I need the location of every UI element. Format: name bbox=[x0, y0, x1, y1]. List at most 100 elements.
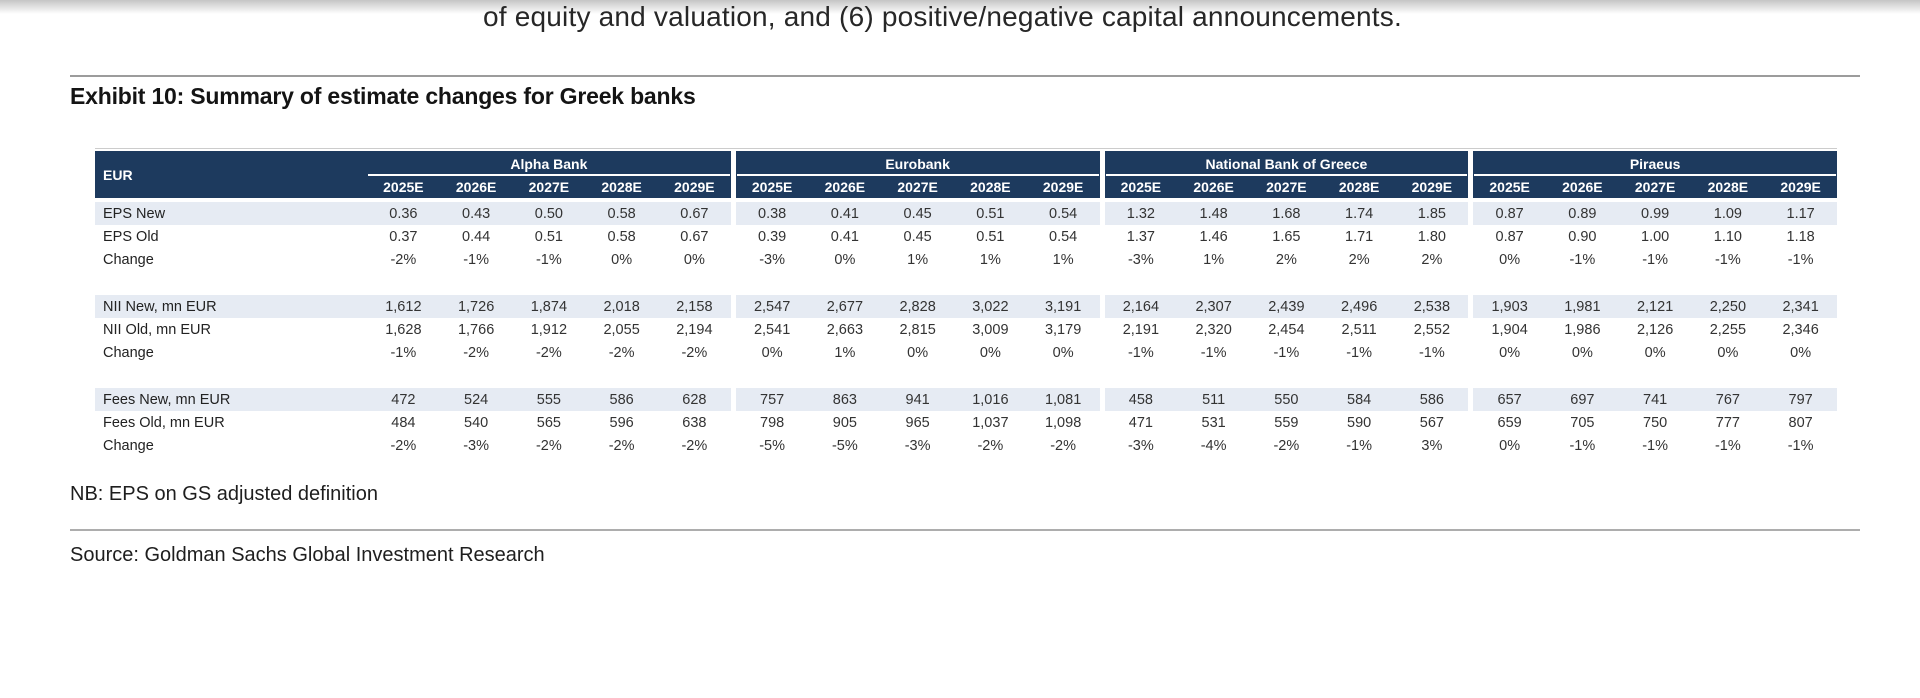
value-cell: -1% bbox=[1642, 437, 1669, 454]
row-label: Change bbox=[103, 251, 154, 268]
value-cell: 472 bbox=[391, 391, 416, 408]
value-cell: 2,547 bbox=[753, 298, 791, 315]
value-cell: 1,726 bbox=[457, 298, 495, 315]
bank-group-cells: 0.38 0.41 0.45 0.51 0.54 bbox=[735, 202, 1100, 225]
row-label: NII Old, mn EUR bbox=[103, 321, 211, 338]
value-cell: 2,126 bbox=[1636, 321, 1674, 338]
year-header-cell: 2027E bbox=[897, 179, 938, 195]
value-cell: 0.51 bbox=[976, 228, 1005, 245]
bank-group-cells: 484 540 565 596 638 bbox=[367, 411, 731, 434]
value-cell: 0.43 bbox=[462, 205, 491, 222]
value-cell: -1% bbox=[1569, 251, 1596, 268]
value-cell: 863 bbox=[832, 391, 857, 408]
year-header-cell: 2027E bbox=[1266, 179, 1307, 195]
page-top-shadow bbox=[0, 0, 1920, 14]
value-cell: 3,022 bbox=[972, 298, 1009, 315]
value-cell: -2% bbox=[390, 251, 417, 268]
year-header-cell: 2026E bbox=[455, 179, 497, 195]
value-cell: 0% bbox=[1499, 437, 1521, 454]
value-cell: 3,009 bbox=[972, 321, 1009, 338]
value-cell: 584 bbox=[1347, 391, 1372, 408]
table-row: Fees New, mn EUR 472 524 555 586 628 757 863 941… bbox=[95, 388, 1837, 411]
value-cell: -2% bbox=[681, 437, 708, 454]
year-header-cell: 2028E bbox=[1338, 179, 1380, 195]
value-cell: 555 bbox=[536, 391, 561, 408]
bank-group-cells: -2% -1% -1% 0% 0% bbox=[367, 248, 731, 271]
value-cell: 2,158 bbox=[676, 298, 713, 315]
year-header-cell: 2025E bbox=[1120, 179, 1162, 195]
value-cell: 2,677 bbox=[826, 298, 864, 315]
table-row: EPS New 0.36 0.43 0.50 0.58 0.67 0.38 0.41 0.45 0… bbox=[95, 202, 1837, 225]
value-cell: 511 bbox=[1202, 391, 1226, 408]
value-cell: 628 bbox=[682, 391, 707, 408]
value-cell: 0% bbox=[1717, 344, 1739, 361]
year-header-cell: 2029E bbox=[1042, 179, 1084, 195]
value-cell: 1,081 bbox=[1044, 391, 1082, 408]
bank-group-cells: 472 524 555 586 628 bbox=[367, 388, 731, 411]
value-cell: 0.58 bbox=[607, 205, 636, 222]
value-cell: 1,037 bbox=[972, 414, 1009, 431]
value-cell: -3% bbox=[463, 437, 490, 454]
value-cell: 0.45 bbox=[903, 228, 932, 245]
value-cell: -1% bbox=[1714, 251, 1741, 268]
value-cell: 0.67 bbox=[680, 228, 709, 245]
value-cell: -1% bbox=[1346, 344, 1373, 361]
year-header-cell: 2026E bbox=[1562, 179, 1603, 195]
bank-group-cells: 1.32 1.48 1.68 1.74 1.85 bbox=[1104, 202, 1469, 225]
value-cell: 1.00 bbox=[1641, 228, 1670, 245]
value-cell: 471 bbox=[1128, 414, 1153, 431]
value-cell: 0.67 bbox=[680, 205, 709, 222]
value-cell: 567 bbox=[1419, 414, 1444, 431]
value-cell: 797 bbox=[1788, 391, 1813, 408]
value-cell: -2% bbox=[977, 437, 1004, 454]
value-cell: -2% bbox=[1050, 437, 1077, 454]
value-cell: 1.18 bbox=[1786, 228, 1815, 245]
value-cell: 1.65 bbox=[1272, 228, 1301, 245]
value-cell: 777 bbox=[1715, 414, 1740, 431]
year-header-cell: 2029E bbox=[1411, 179, 1453, 195]
value-cell: 941 bbox=[905, 391, 930, 408]
bank-underline bbox=[368, 174, 730, 176]
bank-group-cells: 1.37 1.46 1.65 1.71 1.80 bbox=[1105, 225, 1469, 248]
value-cell: 0% bbox=[761, 344, 783, 361]
section-divider bbox=[70, 75, 1860, 77]
bank-group-cells: 798 905 965 1,037 1,098 bbox=[736, 411, 1100, 434]
value-cell: 0.38 bbox=[758, 205, 787, 222]
bank-group-cells: 471 531 559 590 567 bbox=[1105, 411, 1469, 434]
value-cell: -1% bbox=[1569, 437, 1596, 454]
source-divider bbox=[70, 529, 1860, 531]
value-cell: 2,439 bbox=[1268, 298, 1305, 315]
bank-underline bbox=[1105, 174, 1468, 176]
value-cell: 965 bbox=[905, 414, 930, 431]
value-cell: 0% bbox=[683, 251, 705, 268]
value-cell: 1.68 bbox=[1272, 205, 1301, 222]
value-cell: 2,018 bbox=[603, 298, 640, 315]
value-cell: 1.10 bbox=[1713, 228, 1742, 245]
value-cell: 2% bbox=[1348, 251, 1370, 268]
year-header-cell: 2025E bbox=[1489, 179, 1530, 195]
value-cell: 1,612 bbox=[385, 298, 422, 315]
table-header: EUR Alpha Bank 2025E 2026E 2027E 2028E 2029E Eu… bbox=[95, 151, 1837, 198]
value-cell: -2% bbox=[608, 344, 635, 361]
value-cell: 0.99 bbox=[1641, 205, 1670, 222]
value-cell: 0.51 bbox=[534, 228, 563, 245]
value-cell: 524 bbox=[464, 391, 489, 408]
value-cell: 0.50 bbox=[534, 205, 563, 222]
value-cell: 2,815 bbox=[899, 321, 936, 338]
row-label: EPS Old bbox=[103, 228, 159, 245]
bank-group-cells: 0.37 0.44 0.51 0.58 0.67 bbox=[367, 225, 731, 248]
value-cell: 1.74 bbox=[1345, 205, 1374, 222]
year-header-cell: 2027E bbox=[1634, 179, 1676, 195]
bank-group-cells: 0.87 0.89 0.99 1.09 1.17 bbox=[1473, 202, 1837, 225]
year-headers: 2025E 2026E 2027E 2028E 2029E bbox=[1105, 176, 1469, 198]
value-cell: 1,016 bbox=[972, 391, 1009, 408]
bank-group-cells: 0% 1% 0% 0% 0% bbox=[736, 341, 1100, 364]
bank-group-cells: 1,628 1,766 1,912 2,055 2,194 bbox=[367, 318, 731, 341]
value-cell: 2,320 bbox=[1195, 321, 1232, 338]
value-cell: 531 bbox=[1201, 414, 1226, 431]
estimates-table: EUR Alpha Bank 2025E 2026E 2027E 2028E 2029E Eu… bbox=[95, 148, 1837, 457]
year-headers: 2025E 2026E 2027E 2028E 2029E bbox=[736, 176, 1100, 198]
value-cell: 807 bbox=[1788, 414, 1813, 431]
value-cell: 2,194 bbox=[676, 321, 713, 338]
value-cell: 1.80 bbox=[1417, 228, 1446, 245]
